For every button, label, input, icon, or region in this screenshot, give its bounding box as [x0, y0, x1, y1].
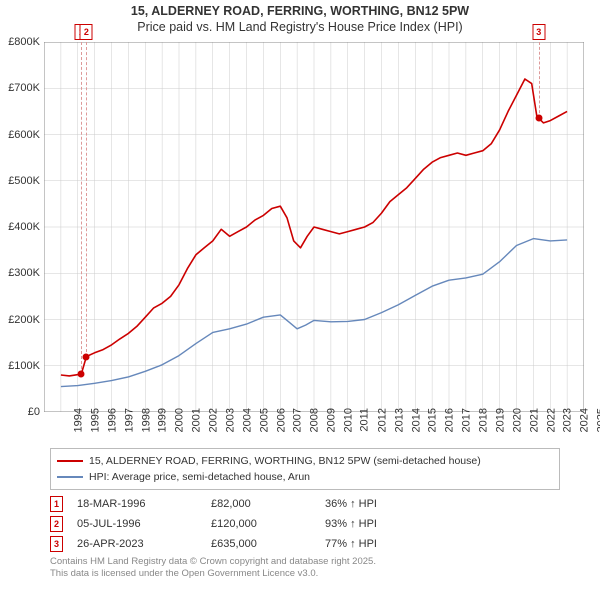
- marker-dot-1: [78, 371, 85, 378]
- x-tick-label: 2008: [309, 408, 321, 432]
- x-tick-label: 2010: [342, 408, 354, 432]
- x-tick-label: 2005: [258, 408, 270, 432]
- x-tick-label: 2023: [562, 408, 574, 432]
- x-tick-label: 2006: [275, 408, 287, 432]
- legend-row-price: 15, ALDERNEY ROAD, FERRING, WORTHING, BN…: [57, 454, 553, 469]
- x-tick-label: 1996: [106, 408, 118, 432]
- marker-guide-line: [81, 42, 82, 374]
- x-tick-label: 2011: [359, 408, 371, 432]
- marker-box-2: 2: [80, 24, 93, 40]
- marker-box-3: 3: [532, 24, 545, 40]
- x-tick-label: 1994: [72, 408, 84, 432]
- x-tick-label: 2016: [444, 408, 456, 432]
- legend-swatch-hpi: [57, 476, 83, 478]
- event-row: 1 18-MAR-1996 £82,000 36% ↑ HPI: [50, 496, 560, 512]
- y-tick-label: £700K: [0, 82, 40, 94]
- x-tick-label: 2000: [174, 408, 186, 432]
- x-tick-label: 2009: [326, 408, 338, 432]
- y-tick-label: £0: [0, 406, 40, 418]
- y-tick-label: £400K: [0, 221, 40, 233]
- event-price: £635,000: [211, 538, 311, 550]
- x-tick-label: 2020: [511, 408, 523, 432]
- x-tick-label: 2004: [241, 408, 253, 432]
- x-tick-label: 2017: [461, 408, 473, 432]
- event-date: 18-MAR-1996: [77, 498, 197, 510]
- x-tick-label: 2014: [410, 408, 422, 432]
- marker-dot-3: [535, 115, 542, 122]
- x-tick-label: 1995: [89, 408, 101, 432]
- x-tick-label: 1997: [123, 408, 135, 432]
- chart-svg: [44, 42, 584, 412]
- x-tick-label: 2013: [393, 408, 405, 432]
- chart-area: £0£100K£200K£300K£400K£500K£600K£700K£80…: [44, 42, 584, 412]
- x-tick-label: 2007: [292, 408, 304, 432]
- event-price: £120,000: [211, 518, 311, 530]
- x-tick-label: 1998: [140, 408, 152, 432]
- x-tick-label: 2003: [224, 408, 236, 432]
- event-row: 2 05-JUL-1996 £120,000 93% ↑ HPI: [50, 516, 560, 532]
- x-tick-label: 2019: [494, 408, 506, 432]
- y-tick-label: £200K: [0, 314, 40, 326]
- marker-dot-2: [83, 353, 90, 360]
- title-line-1: 15, ALDERNEY ROAD, FERRING, WORTHING, BN…: [0, 4, 600, 20]
- x-tick-label: 2025: [596, 408, 600, 432]
- event-pct: 93% ↑ HPI: [325, 518, 560, 530]
- footnote: Contains HM Land Registry data © Crown c…: [50, 556, 560, 580]
- x-tick-label: 2018: [477, 408, 489, 432]
- x-tick-label: 2012: [376, 408, 388, 432]
- event-pct: 36% ↑ HPI: [325, 498, 560, 510]
- event-pct: 77% ↑ HPI: [325, 538, 560, 550]
- y-tick-label: £300K: [0, 267, 40, 279]
- x-tick-label: 2002: [207, 408, 219, 432]
- legend-row-hpi: HPI: Average price, semi-detached house,…: [57, 470, 553, 485]
- y-tick-label: £100K: [0, 360, 40, 372]
- x-tick-label: 1999: [157, 408, 169, 432]
- legend-label-price: 15, ALDERNEY ROAD, FERRING, WORTHING, BN…: [89, 454, 481, 469]
- y-tick-label: £500K: [0, 175, 40, 187]
- marker-guide-line: [86, 42, 87, 357]
- x-tick-label: 2022: [545, 408, 557, 432]
- x-tick-label: 2021: [528, 408, 540, 432]
- legend-swatch-price: [57, 460, 83, 462]
- footnote-line-2: This data is licensed under the Open Gov…: [50, 568, 560, 580]
- legend: 15, ALDERNEY ROAD, FERRING, WORTHING, BN…: [50, 448, 560, 490]
- event-number-box: 3: [50, 536, 63, 552]
- x-tick-label: 2001: [191, 408, 203, 432]
- event-number-box: 2: [50, 516, 63, 532]
- event-date: 26-APR-2023: [77, 538, 197, 550]
- y-tick-label: £800K: [0, 36, 40, 48]
- event-number-box: 1: [50, 496, 63, 512]
- x-tick-label: 2024: [579, 408, 591, 432]
- event-price: £82,000: [211, 498, 311, 510]
- x-tick-label: 2015: [427, 408, 439, 432]
- footnote-line-1: Contains HM Land Registry data © Crown c…: [50, 556, 560, 568]
- events-table: 1 18-MAR-1996 £82,000 36% ↑ HPI 2 05-JUL-1996…: [50, 492, 560, 556]
- event-date: 05-JUL-1996: [77, 518, 197, 530]
- legend-label-hpi: HPI: Average price, semi-detached house,…: [89, 470, 310, 485]
- event-row: 3 26-APR-2023 £635,000 77% ↑ HPI: [50, 536, 560, 552]
- marker-guide-line: [539, 42, 540, 118]
- y-tick-label: £600K: [0, 129, 40, 141]
